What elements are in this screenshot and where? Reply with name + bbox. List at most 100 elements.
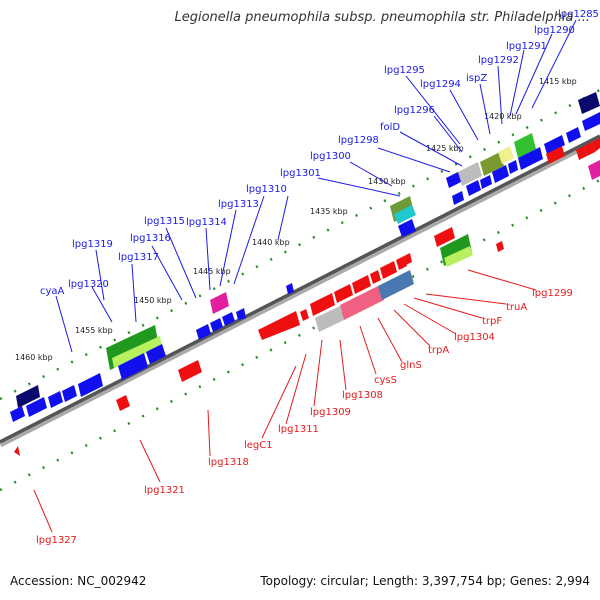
- gene-arrow-forward[interactable]: [508, 160, 518, 174]
- feature-block-steel-rev: [378, 270, 414, 300]
- leader-line: [433, 115, 463, 153]
- gene-arrow-reverse[interactable]: [334, 284, 353, 303]
- gene-arrow-forward[interactable]: [146, 344, 166, 364]
- gene-arrow-forward[interactable]: [452, 191, 464, 205]
- gene-label-reverse[interactable]: lpg1309: [310, 407, 351, 418]
- gene-label-reverse[interactable]: lpg1311: [278, 424, 319, 435]
- gene-arrow-reverse[interactable]: [310, 293, 335, 316]
- gene-label-forward[interactable]: lpg1301: [280, 168, 321, 179]
- gene-label-reverse[interactable]: cysS: [374, 375, 397, 386]
- gene-arrow-reverse[interactable]: [300, 309, 309, 321]
- gene-label-forward[interactable]: lpg1298: [338, 135, 379, 146]
- gene-label-forward[interactable]: lpg1300: [310, 151, 351, 162]
- gene-label-reverse[interactable]: glnS: [400, 360, 422, 371]
- feature-block-pink-rev: [340, 285, 384, 320]
- gene-arrow-reverse[interactable]: [14, 446, 20, 456]
- gene-arrow-forward[interactable]: [286, 283, 294, 294]
- gene-label-forward[interactable]: lpg1319: [72, 239, 113, 250]
- gene-label-forward[interactable]: lpg1294: [420, 79, 461, 90]
- leader-line: [479, 83, 491, 135]
- gene-arrow-forward[interactable]: [518, 147, 543, 170]
- gene-arrow-forward[interactable]: [446, 172, 461, 188]
- gene-label-reverse[interactable]: legC1: [244, 440, 273, 451]
- gene-arrow-reverse[interactable]: [116, 395, 130, 411]
- gene-label-forward[interactable]: lpg1317: [118, 252, 159, 263]
- gene-label-reverse[interactable]: lpg1304: [454, 332, 495, 343]
- gene-arrow-forward[interactable]: [566, 127, 581, 143]
- gene-label-forward[interactable]: lpg1292: [478, 55, 519, 66]
- gene-arrow-forward[interactable]: [222, 312, 235, 326]
- gene-arrow-forward[interactable]: [236, 308, 246, 320]
- leader-line: [531, 19, 577, 109]
- leader-line: [139, 439, 161, 483]
- gene-arrow-forward[interactable]: [582, 112, 600, 131]
- leader-line: [261, 365, 297, 439]
- gene-arrow-forward[interactable]: [492, 165, 509, 183]
- gene-arrow-forward[interactable]: [62, 385, 77, 402]
- gene-label-forward[interactable]: lpg1295: [384, 65, 425, 76]
- gene-label-forward[interactable]: lpg1310: [246, 184, 287, 195]
- gene-arrow-forward[interactable]: [10, 406, 25, 422]
- gene-arrow-forward[interactable]: [26, 397, 47, 417]
- feature-block-grey: [458, 162, 482, 186]
- map-title: Legionella pneumophila subsp. pneumophil…: [174, 10, 590, 25]
- feature-block-yellow: [498, 146, 514, 164]
- feature-block-lime-rev: [444, 246, 473, 267]
- gene-arrow-reverse[interactable]: [576, 146, 587, 160]
- gene-arrow-reverse[interactable]: [592, 138, 600, 152]
- gene-label-reverse[interactable]: trpF: [482, 316, 502, 327]
- gene-label-forward[interactable]: lpg1285: [558, 9, 599, 20]
- tick-ring-reverse: [0, 178, 600, 492]
- gene-arrow-forward[interactable]: [480, 175, 492, 189]
- leader-line: [509, 49, 525, 117]
- leader-line: [377, 317, 403, 363]
- gene-label-forward[interactable]: lpg1316: [130, 233, 171, 244]
- gene-label-reverse[interactable]: truA: [506, 302, 527, 313]
- leader-line: [277, 195, 289, 241]
- gene-arrow-reverse[interactable]: [546, 146, 565, 164]
- gene-label-reverse[interactable]: lpg1299: [532, 288, 573, 299]
- leader-line: [151, 245, 183, 301]
- gene-arrow-forward[interactable]: [544, 135, 565, 154]
- gene-label-forward[interactable]: lpg1314: [186, 217, 227, 228]
- gene-arrow-forward[interactable]: [48, 391, 63, 408]
- gene-label-forward[interactable]: ispZ: [466, 73, 487, 84]
- gene-arrow-forward[interactable]: [466, 180, 481, 196]
- feature-block-green-light: [112, 336, 162, 368]
- gene-arrow-forward[interactable]: [196, 324, 211, 340]
- feature-block-magenta: [210, 292, 229, 314]
- feature-block-navy-2: [578, 92, 600, 114]
- gene-arrow-forward[interactable]: [210, 318, 223, 332]
- gene-label-reverse[interactable]: lpg1321: [144, 485, 185, 496]
- gene-label-forward[interactable]: lpg1296: [394, 105, 435, 116]
- leader-line: [317, 177, 401, 197]
- gene-label-reverse[interactable]: lpg1308: [342, 390, 383, 401]
- gene-arrow-reverse[interactable]: [496, 241, 504, 252]
- gene-label-forward[interactable]: folD: [380, 122, 400, 133]
- gene-arrow-reverse[interactable]: [584, 142, 595, 156]
- gene-label-reverse[interactable]: lpg1318: [208, 457, 249, 468]
- leader-line: [91, 286, 113, 323]
- gene-label-forward[interactable]: lpg1315: [144, 216, 185, 227]
- scale-tick-label: 1415 kbp: [539, 77, 577, 86]
- gene-arrow-reverse[interactable]: [178, 360, 202, 382]
- gene-arrow-forward[interactable]: [78, 373, 103, 397]
- gene-label-forward[interactable]: cyaA: [40, 286, 65, 297]
- gene-arrow-reverse[interactable]: [404, 253, 412, 265]
- gene-label-reverse[interactable]: lpg1327: [36, 535, 77, 546]
- gene-arrow-forward[interactable]: [118, 353, 148, 380]
- gene-label-forward[interactable]: lpg1313: [218, 199, 259, 210]
- gene-arrow-reverse[interactable]: [396, 256, 407, 270]
- gene-label-forward[interactable]: lpg1320: [68, 279, 109, 290]
- gene-arrow-reverse[interactable]: [370, 270, 381, 284]
- gene-arrow-reverse[interactable]: [380, 261, 397, 279]
- gene-arrow-forward[interactable]: [398, 219, 416, 237]
- gene-arrow-reverse[interactable]: [352, 275, 371, 294]
- gene-arrow-reverse[interactable]: [434, 227, 455, 247]
- gene-label-reverse[interactable]: trpA: [428, 345, 449, 356]
- feature-block-olive-2: [480, 152, 504, 176]
- gene-label-forward[interactable]: lpg1290: [534, 25, 575, 36]
- gene-arrow-reverse[interactable]: [258, 311, 300, 340]
- gene-label-forward[interactable]: lpg1291: [506, 41, 547, 52]
- leader-line: [393, 309, 431, 347]
